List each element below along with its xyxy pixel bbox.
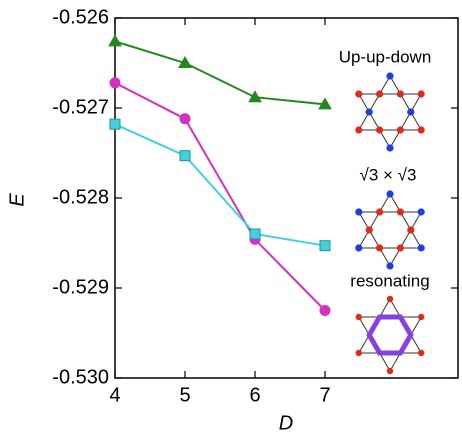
site	[386, 190, 394, 198]
marker	[108, 34, 122, 47]
site	[417, 244, 425, 252]
lattice-bond	[357, 211, 423, 267]
series-line	[114, 123, 326, 247]
marker	[179, 150, 191, 162]
site	[386, 144, 394, 152]
site	[396, 90, 404, 98]
site	[365, 108, 373, 116]
lattice-bond	[357, 93, 423, 149]
site	[386, 262, 394, 270]
lattice-bond	[357, 316, 423, 372]
site	[355, 244, 363, 252]
marker	[109, 118, 121, 130]
marker	[319, 240, 331, 252]
marker	[248, 90, 262, 103]
site	[376, 244, 384, 252]
site	[386, 367, 394, 375]
annotation: resonating	[350, 271, 429, 290]
site	[418, 349, 425, 357]
x-tick-label: 4	[109, 384, 120, 406]
marker	[179, 113, 191, 125]
site	[417, 90, 425, 98]
site	[418, 313, 425, 321]
marker	[249, 228, 261, 240]
site	[365, 226, 373, 234]
site	[376, 90, 384, 98]
series-line	[114, 40, 326, 106]
annotation: √3 × √3	[360, 165, 417, 184]
site	[417, 126, 425, 134]
lattice-diagram	[355, 190, 425, 270]
marker	[109, 77, 121, 89]
site	[386, 295, 394, 303]
marker	[318, 97, 332, 110]
x-tick-label: 5	[179, 384, 190, 406]
site	[355, 90, 363, 98]
site	[396, 208, 404, 216]
site	[355, 126, 363, 134]
marker	[319, 305, 331, 316]
site	[355, 349, 362, 357]
y-axis-label: E	[6, 193, 28, 207]
site	[376, 208, 384, 216]
lattice-bond	[357, 193, 423, 249]
y-tick-label: -0.529	[52, 276, 109, 298]
lattice-bond	[357, 75, 423, 131]
x-tick-label: 6	[249, 384, 260, 406]
y-tick-label: -0.526	[52, 6, 109, 28]
y-tick-label: -0.530	[52, 366, 109, 388]
resonating-hexagon	[366, 314, 414, 356]
site	[376, 126, 384, 134]
site	[417, 208, 425, 216]
y-tick-label: -0.528	[52, 186, 109, 208]
x-axis-label: D	[279, 412, 293, 432]
lattice-diagram	[355, 72, 425, 152]
y-tick-label: -0.527	[52, 96, 109, 118]
site	[396, 244, 404, 252]
annotation: Up-up-down	[339, 47, 432, 66]
marker	[178, 55, 192, 68]
series-line	[114, 81, 326, 312]
site	[396, 126, 404, 134]
site	[407, 108, 415, 116]
lattice-diagram	[355, 295, 425, 375]
site	[386, 72, 394, 80]
site	[355, 313, 362, 321]
site	[407, 226, 415, 234]
lattice-bond	[357, 298, 423, 354]
site	[355, 208, 363, 216]
x-tick-label: 7	[319, 384, 330, 406]
